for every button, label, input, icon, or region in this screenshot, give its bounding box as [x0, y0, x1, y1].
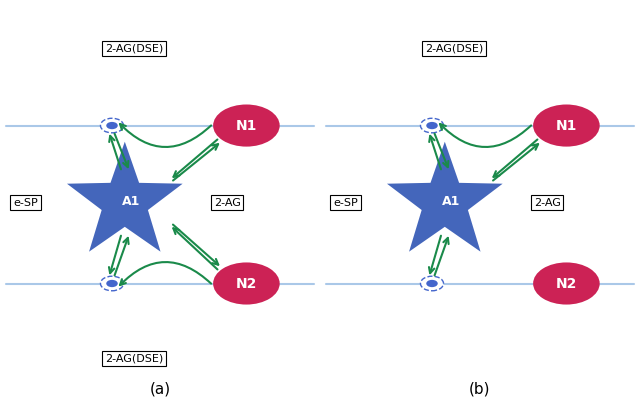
- Circle shape: [426, 280, 438, 287]
- Text: (a): (a): [149, 381, 171, 396]
- Text: N2: N2: [236, 277, 257, 290]
- Circle shape: [100, 118, 124, 133]
- Text: N1: N1: [556, 119, 577, 132]
- Text: (b): (b): [469, 381, 491, 396]
- Text: e-SP: e-SP: [13, 198, 38, 207]
- Circle shape: [106, 122, 118, 129]
- Circle shape: [100, 276, 124, 291]
- Polygon shape: [67, 142, 182, 252]
- Text: A1: A1: [122, 195, 140, 208]
- Text: N1: N1: [236, 119, 257, 132]
- Circle shape: [533, 104, 600, 147]
- Circle shape: [106, 280, 118, 287]
- Circle shape: [213, 104, 280, 147]
- Circle shape: [420, 276, 444, 291]
- Circle shape: [420, 118, 444, 133]
- Text: 2-AG: 2-AG: [534, 198, 561, 207]
- Text: N2: N2: [556, 277, 577, 290]
- Text: 2-AG(DSE): 2-AG(DSE): [105, 354, 164, 363]
- Text: 2-AG: 2-AG: [214, 198, 241, 207]
- Polygon shape: [387, 142, 502, 252]
- Text: 2-AG(DSE): 2-AG(DSE): [105, 44, 164, 53]
- Circle shape: [213, 262, 280, 305]
- Text: e-SP: e-SP: [333, 198, 358, 207]
- Text: A1: A1: [442, 195, 460, 208]
- Circle shape: [426, 122, 438, 129]
- Circle shape: [533, 262, 600, 305]
- Text: 2-AG(DSE): 2-AG(DSE): [425, 44, 484, 53]
